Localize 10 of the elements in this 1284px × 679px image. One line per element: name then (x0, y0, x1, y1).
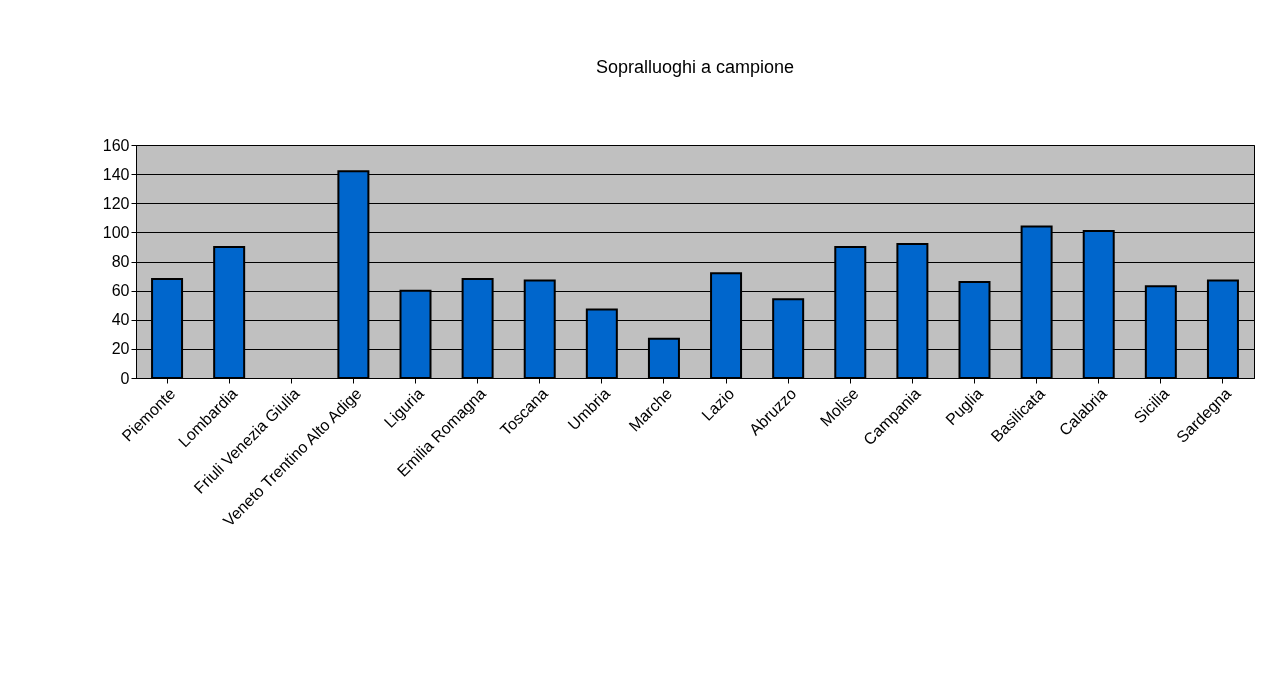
chart-title: Sopralluoghi a campione (595, 57, 795, 77)
y-tick-label: 160 (102, 136, 130, 154)
y-tick-label: 40 (111, 311, 130, 329)
y-tick-label: 100 (102, 223, 130, 241)
y-tick-label: 120 (102, 194, 130, 212)
y-tick-label: 60 (111, 282, 130, 300)
y-tick-label: 140 (102, 165, 130, 183)
y-tick-label: 80 (111, 253, 130, 270)
y-tick-label: 0 (120, 369, 130, 387)
y-tick-label: 20 (111, 340, 130, 358)
